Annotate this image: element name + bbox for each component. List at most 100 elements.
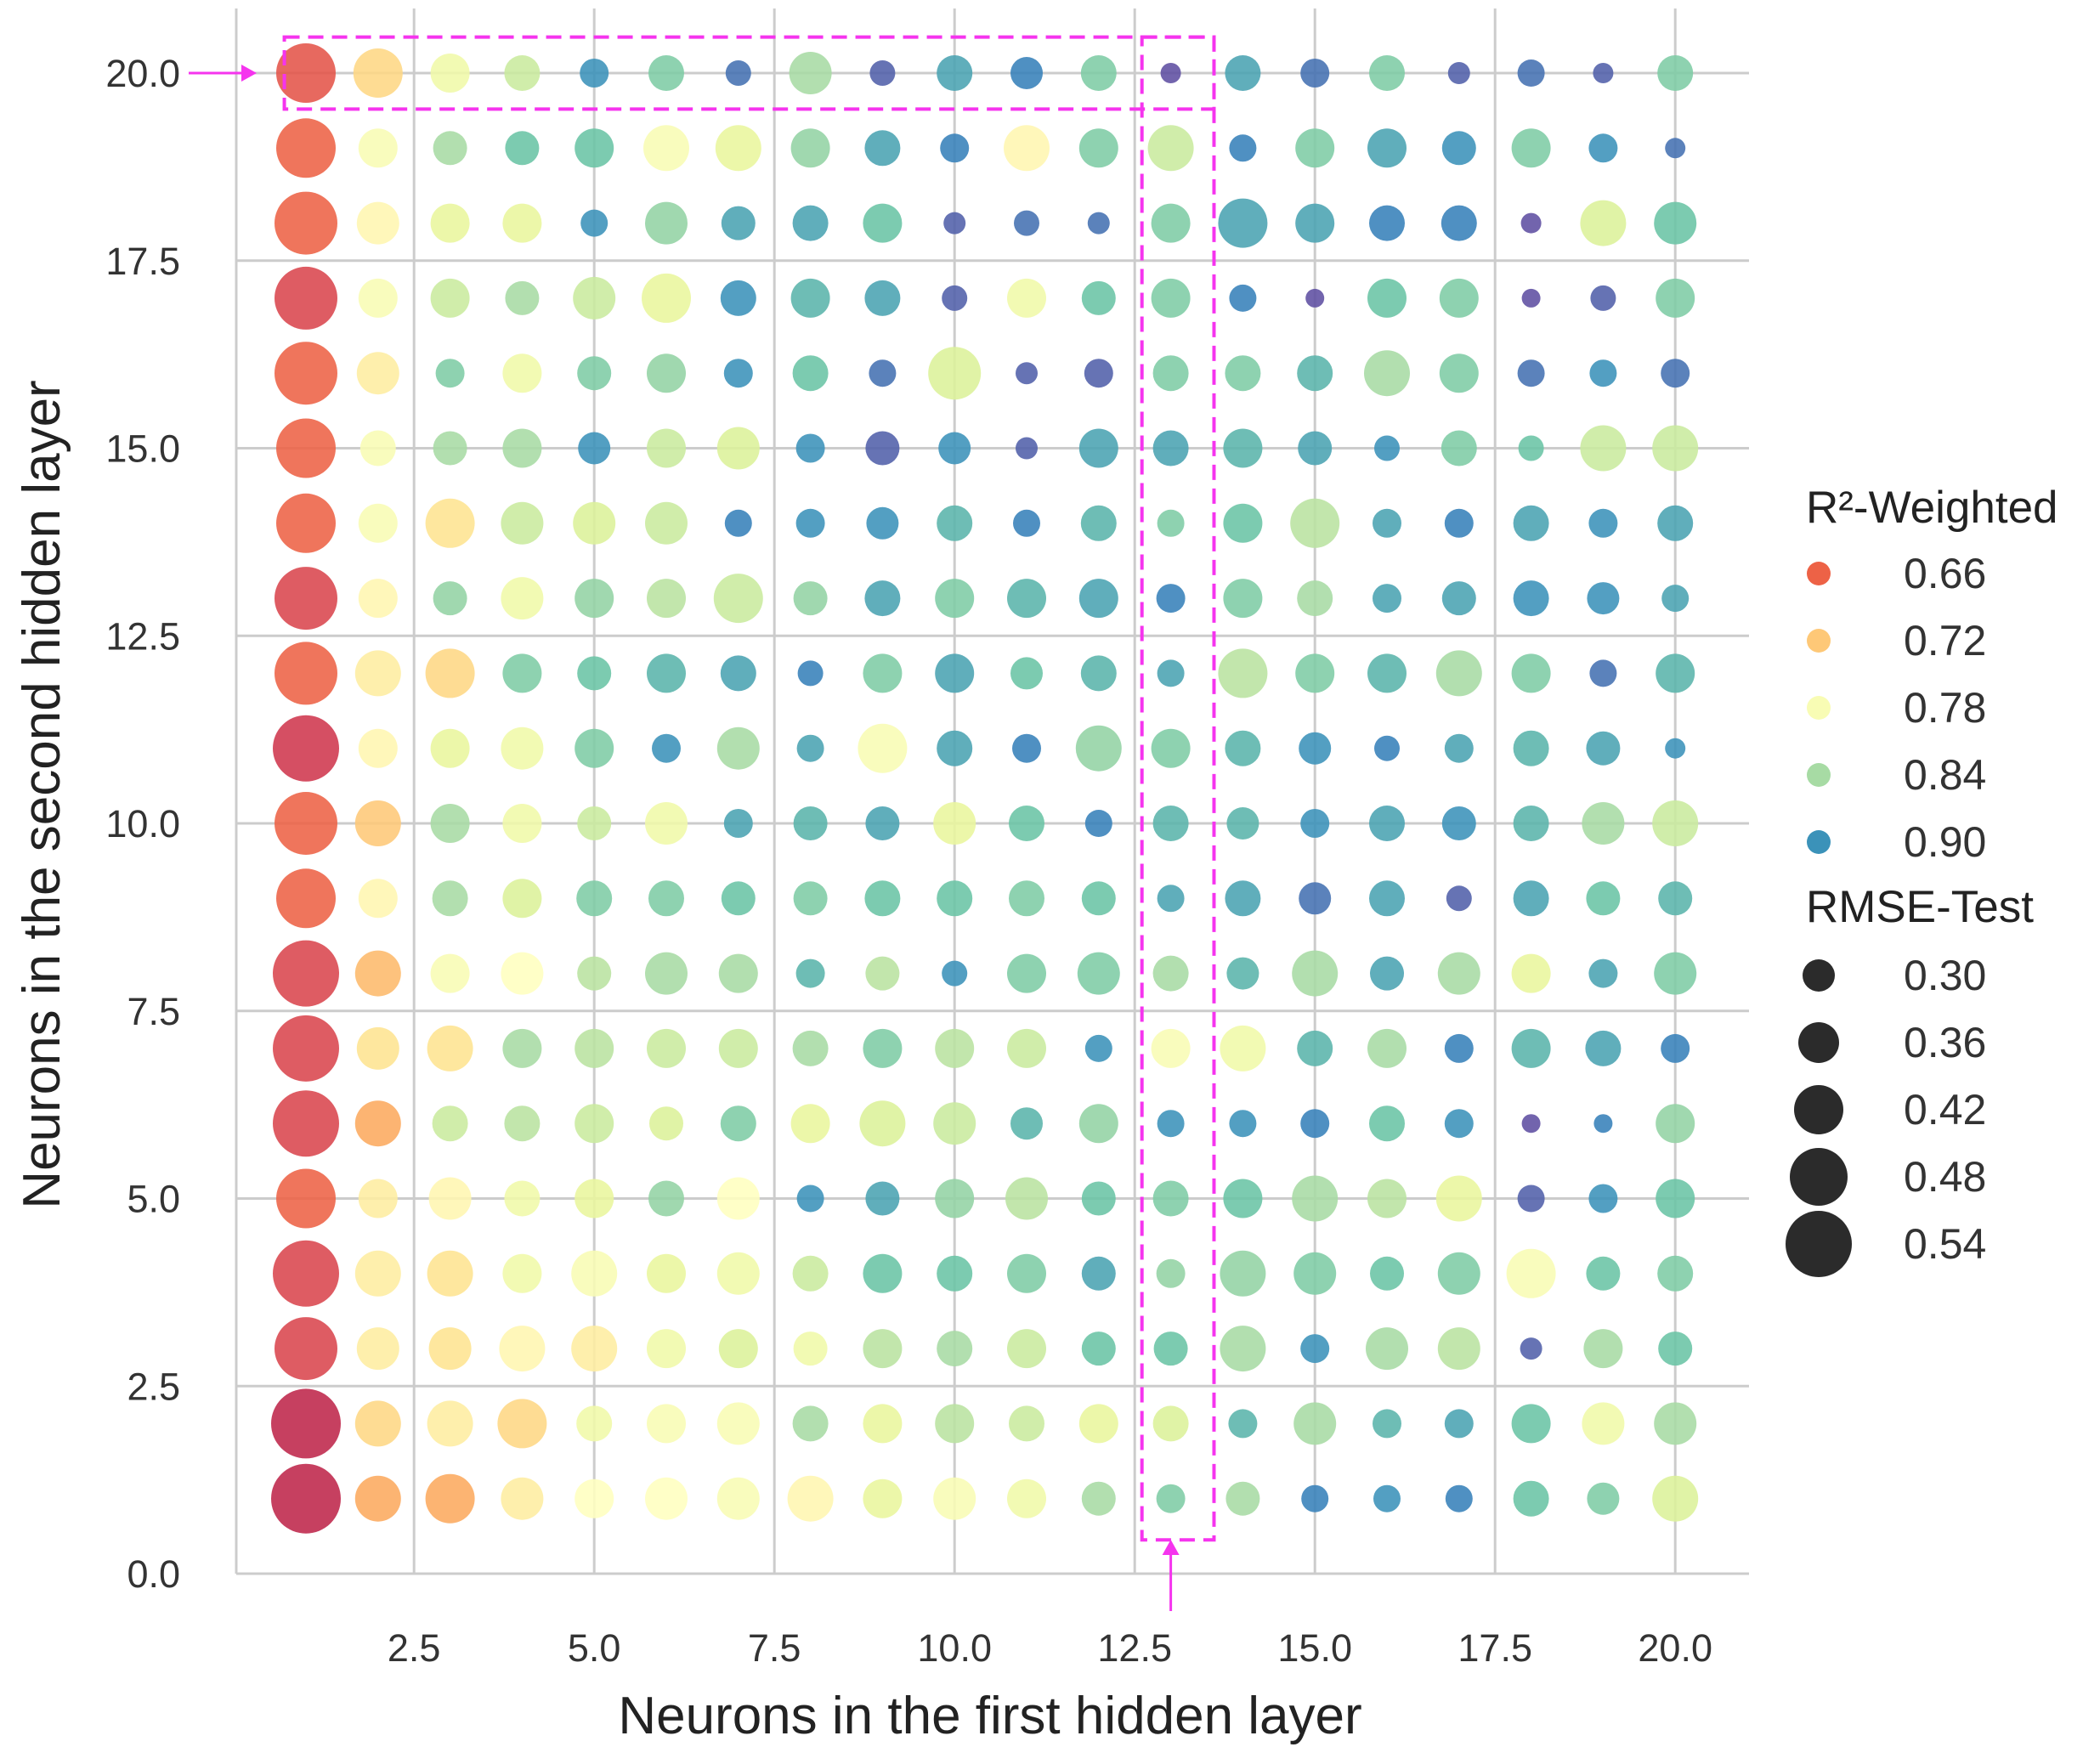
data-point-x20-y3 [1658, 1331, 1693, 1366]
data-point-x16-y7 [1367, 1028, 1407, 1068]
data-point-x6-y19 [643, 125, 689, 172]
data-point-x17-y4 [1437, 1252, 1480, 1295]
data-point-x13-y4 [1156, 1258, 1186, 1288]
data-point-x20-y18 [1654, 201, 1697, 245]
data-point-x8-y9 [793, 881, 828, 916]
data-point-x8-y19 [790, 128, 830, 168]
data-point-x6-y16 [647, 353, 686, 393]
data-point-x18-y10 [1513, 806, 1549, 841]
data-point-x11-y18 [1014, 210, 1039, 236]
data-point-x10-y15 [938, 432, 971, 465]
data-point-x4-y18 [502, 203, 542, 243]
data-point-x3-y4 [427, 1250, 473, 1297]
legend-hue-label-3: 0.84 [1904, 751, 1986, 799]
data-point-x20-y2 [1654, 1402, 1697, 1445]
x-tick-label-0: 2.5 [388, 1626, 441, 1670]
data-point-x5-y19 [575, 128, 614, 168]
data-point-x12-y10 [1084, 810, 1112, 837]
data-point-x3-y14 [425, 498, 475, 548]
data-point-x14-y2 [1228, 1409, 1258, 1439]
data-point-x9-y15 [865, 431, 900, 466]
data-point-x18-y18 [1520, 212, 1542, 234]
data-point-x18-y3 [1520, 1337, 1542, 1360]
data-point-x12-y8 [1077, 952, 1120, 995]
data-point-x3-y6 [432, 1105, 468, 1142]
data-point-x9-y9 [864, 880, 901, 917]
data-point-x16-y17 [1367, 278, 1407, 318]
data-point-x15-y10 [1300, 809, 1330, 838]
data-point-x4-y1 [501, 1477, 544, 1520]
data-point-x17-y18 [1441, 205, 1477, 241]
data-point-x13-y16 [1152, 355, 1189, 392]
data-point-x5-y4 [571, 1250, 618, 1297]
data-point-x18-y19 [1511, 128, 1551, 168]
data-point-x20-y10 [1652, 800, 1699, 846]
data-point-x12-y19 [1078, 128, 1118, 168]
data-point-x10-y10 [933, 802, 976, 845]
data-point-x16-y14 [1373, 508, 1401, 538]
data-point-x10-y17 [942, 285, 968, 311]
data-point-x1-y1 [271, 1463, 341, 1534]
data-point-x19-y3 [1583, 1329, 1623, 1369]
data-point-x20-y8 [1654, 952, 1697, 995]
data-point-x12-y12 [1080, 655, 1117, 692]
x-tick-label-2: 7.5 [748, 1626, 801, 1670]
data-point-x2-y4 [354, 1250, 401, 1297]
data-point-x7-y12 [720, 655, 756, 692]
data-point-x10-y12 [935, 653, 975, 693]
data-point-x11-y6 [1010, 1107, 1043, 1140]
data-point-x14-y16 [1225, 355, 1261, 392]
data-point-x20-y15 [1652, 425, 1699, 472]
data-point-x17-y6 [1444, 1109, 1474, 1139]
x-tick-label-4: 12.5 [1097, 1626, 1172, 1670]
data-point-x5-y17 [573, 276, 616, 319]
data-point-x3-y12 [425, 648, 475, 698]
data-point-x16-y6 [1369, 1105, 1405, 1142]
data-point-x7-y3 [718, 1329, 758, 1369]
data-point-x13-y2 [1152, 1405, 1189, 1442]
data-point-x5-y16 [577, 356, 612, 391]
data-point-x16-y5 [1367, 1179, 1407, 1218]
data-point-x15-y19 [1295, 128, 1335, 168]
data-point-x14-y1 [1225, 1481, 1260, 1516]
data-point-x15-y18 [1295, 203, 1335, 243]
data-point-x18-y9 [1513, 880, 1549, 917]
data-point-x19-y9 [1586, 881, 1621, 916]
data-point-x8-y3 [793, 1331, 828, 1366]
data-point-x9-y16 [869, 359, 897, 387]
y-tick-label-6: 15.0 [105, 427, 180, 471]
data-point-x18-y16 [1517, 359, 1545, 387]
data-point-x9-y12 [863, 653, 903, 693]
data-point-x3-y13 [433, 581, 467, 616]
data-point-x15-y14 [1290, 498, 1340, 548]
data-point-x3-y19 [433, 131, 467, 166]
data-point-x12-y4 [1081, 1256, 1116, 1291]
data-point-x13-y3 [1153, 1331, 1188, 1366]
data-point-x3-y7 [427, 1025, 473, 1071]
legend-size-label-1: 0.36 [1904, 1019, 1986, 1066]
data-point-x6-y17 [642, 273, 691, 323]
data-point-x13-y18 [1151, 203, 1191, 243]
data-point-x19-y14 [1588, 508, 1618, 538]
data-point-x9-y11 [858, 723, 908, 773]
data-point-x2-y1 [354, 1475, 401, 1522]
data-point-x9-y18 [863, 203, 903, 243]
legend-size-title: RMSE-Test [1806, 882, 2034, 932]
data-point-x15-y20 [1300, 59, 1330, 88]
data-point-x11-y17 [1007, 278, 1046, 318]
data-point-x2-y19 [358, 128, 398, 168]
data-point-x3-y8 [430, 953, 470, 993]
data-point-x16-y9 [1369, 880, 1405, 917]
data-point-x11-y13 [1007, 579, 1046, 619]
data-point-x1-y11 [273, 715, 339, 782]
data-point-x6-y1 [645, 1477, 688, 1520]
data-point-x15-y4 [1293, 1252, 1337, 1295]
data-point-x14-y10 [1226, 807, 1259, 840]
legend-size-label-4: 0.54 [1904, 1220, 1986, 1268]
data-point-x6-y20 [648, 55, 684, 91]
data-point-x19-y8 [1588, 958, 1618, 988]
data-point-x4-y11 [501, 727, 544, 770]
legend-size-label-0: 0.30 [1904, 952, 1986, 999]
data-point-x4-y20 [504, 55, 541, 91]
data-point-x6-y2 [647, 1404, 686, 1444]
